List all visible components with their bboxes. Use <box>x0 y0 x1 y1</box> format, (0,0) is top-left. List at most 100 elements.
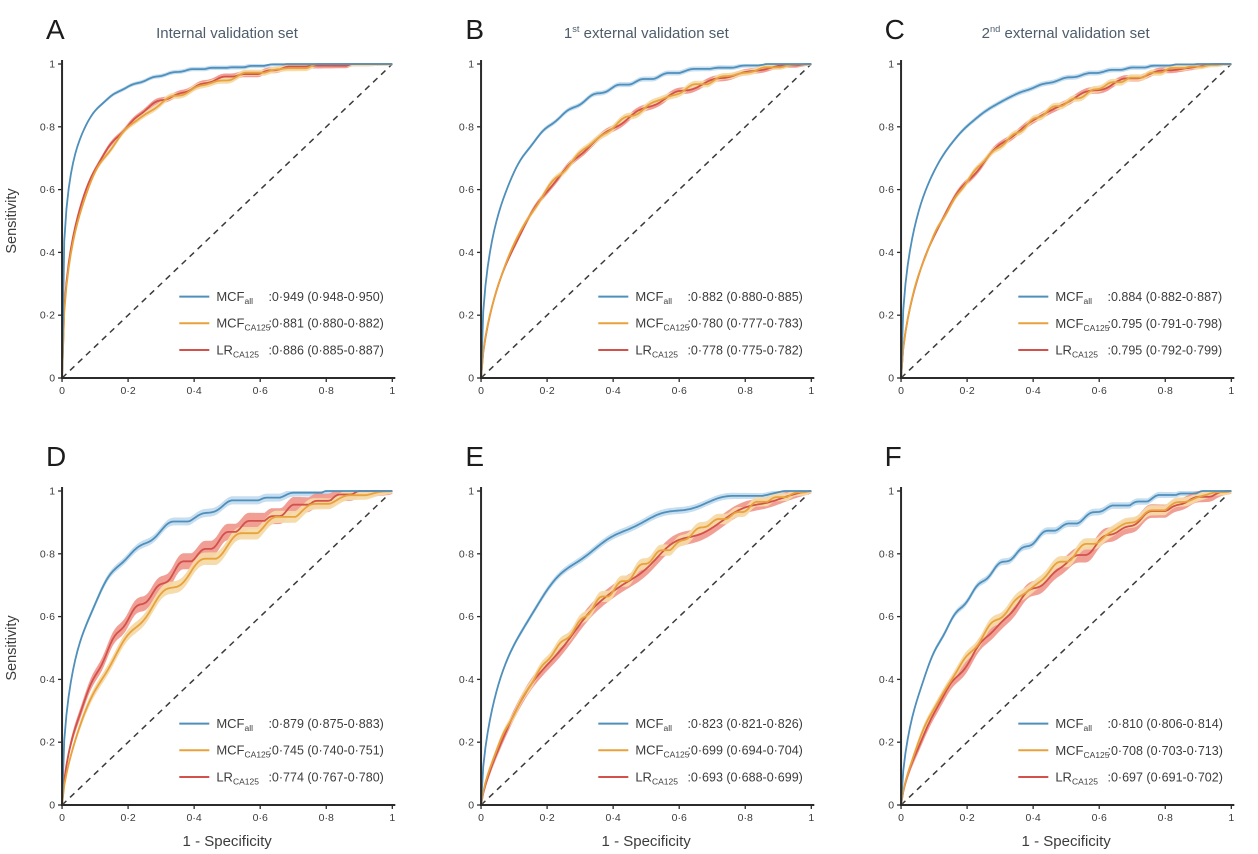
x-tick-label: 0·4 <box>606 812 621 824</box>
x-axis-label: 1 - Specificity <box>1021 833 1111 850</box>
x-tick-label: 0 <box>478 812 484 824</box>
y-tick-label: 1 <box>888 59 894 71</box>
roc-curve-lr-ca125 <box>480 490 812 806</box>
y-tick-label: 0·8 <box>879 548 894 560</box>
y-tick-label: 0·4 <box>459 247 474 259</box>
x-tick-label: 1 <box>809 812 815 824</box>
roc-curve-mcf-all <box>61 63 393 379</box>
legend-value-lr-ca125: :0·778 (0·775-0·782) <box>688 343 803 357</box>
x-tick-label: 0·6 <box>253 812 268 824</box>
x-tick-label: 0·2 <box>121 812 136 824</box>
roc-plot: 00 0·2 0·2 0·4 0·4 0·6 0·6 0·8 0·8 1 1 1 - Specific… <box>459 486 815 850</box>
y-tick-label: 0·6 <box>879 611 894 623</box>
axes: 00 0·2 0·2 0·4 0·4 0·6 0·6 0·8 0·8 1 1 <box>459 486 815 824</box>
roc-plot: 00 0·2 0·2 0·4 0·4 0·6 0·6 0·8 0·8 1 1 MCFall:0·882… <box>459 59 815 397</box>
y-tick-label: 0·6 <box>459 184 474 196</box>
legend-label-mcf-all: MCFall <box>1055 289 1092 306</box>
legend-value-mcf-all: :0·823 (0·821-0·826) <box>688 717 803 731</box>
roc-curve-mcf-ca125 <box>899 63 1231 379</box>
legend-value-mcf-all: :0·810 (0·806-0·814) <box>1107 717 1222 731</box>
y-tick-label: 0·8 <box>459 548 474 560</box>
legend-label-mcf-all: MCFall <box>636 289 673 306</box>
x-tick-label: 0·6 <box>672 812 687 824</box>
legend-value-mcf-ca125: :0·780 (0·777-0·783) <box>688 317 803 331</box>
y-tick-label: 0 <box>49 800 55 812</box>
y-tick-label: 1 <box>888 486 894 498</box>
x-tick-label: 0 <box>478 385 484 397</box>
y-tick-label: 0 <box>49 373 55 385</box>
legend-value-mcf-ca125: :0.795 (0·791-0·798) <box>1107 317 1222 331</box>
legend-value-mcf-ca125: :0·699 (0·694-0·704) <box>688 744 803 758</box>
legend-value-mcf-ca125: :0·745 (0·740-0·751) <box>268 744 383 758</box>
axes: 00 0·2 0·2 0·4 0·4 0·6 0·6 0·8 0·8 1 1 <box>879 486 1235 824</box>
x-tick-label: 0 <box>59 812 65 824</box>
roc-plot: 00 0·2 0·2 0·4 0·4 0·6 0·6 0·8 0·8 1 1 1 - Specific… <box>879 486 1235 850</box>
roc-curve-mcf-all <box>480 490 812 806</box>
legend-value-mcf-all: :0·882 (0·880-0·885) <box>688 290 803 304</box>
legend: MCFall:0.884 (0·882-0·887)MCFCA125:0.795… <box>1017 289 1222 359</box>
x-tick-label: 1 <box>1228 385 1234 397</box>
roc-curve-mcf-all <box>480 63 812 379</box>
legend-value-mcf-ca125: :0·881 (0·880-0·882) <box>268 317 383 331</box>
diagonal-reference-line <box>61 490 393 806</box>
y-tick-label: 0·4 <box>459 674 474 686</box>
roc-curve-mcf-all <box>899 63 1231 379</box>
x-tick-label: 1 <box>389 385 395 397</box>
y-tick-label: 0·2 <box>40 737 55 749</box>
legend-label-mcf-ca125: MCFCA125 <box>1055 743 1109 760</box>
x-tick-label: 0·2 <box>540 385 555 397</box>
x-tick-label: 0·6 <box>253 385 268 397</box>
x-tick-label: 0·2 <box>959 812 974 824</box>
x-tick-label: 0·2 <box>540 812 555 824</box>
roc-curve-lr-ca125 <box>61 490 393 806</box>
legend-label-mcf-ca125: MCFCA125 <box>636 743 690 760</box>
x-tick-label: 0·4 <box>1025 812 1040 824</box>
x-tick-label: 0·8 <box>1157 812 1172 824</box>
y-tick-label: 1 <box>49 486 55 498</box>
y-tick-label: 0·2 <box>459 310 474 322</box>
y-tick-label: 0·4 <box>879 247 894 259</box>
diagonal-reference-line <box>900 63 1232 379</box>
panel-b: B 1st external validation set 0 0 0·2 0·2 0·… <box>419 0 838 427</box>
x-tick-label: 0 <box>898 385 904 397</box>
y-tick-label: 0 <box>888 800 894 812</box>
legend-value-mcf-ca125: :0·708 (0·703-0·713) <box>1107 744 1222 758</box>
x-tick-label: 0·8 <box>1157 385 1172 397</box>
y-tick-label: 0 <box>469 800 475 812</box>
x-tick-label: 0 <box>59 385 65 397</box>
y-tick-label: 0·8 <box>40 121 55 133</box>
y-tick-label: 0·6 <box>40 611 55 623</box>
x-tick-label: 0 <box>898 812 904 824</box>
y-tick-label: 0·2 <box>459 737 474 749</box>
x-tick-label: 0·4 <box>187 812 202 824</box>
legend-label-mcf-ca125: MCFCA125 <box>1055 316 1109 333</box>
axes: 00 0·2 0·2 0·4 0·4 0·6 0·6 0·8 0·8 1 1 <box>40 486 396 824</box>
legend: MCFall :0·882 (0·880-0·885) MCFCA125:0·780… <box>598 289 803 359</box>
x-axis-label: 1 - Specificity <box>183 833 273 850</box>
y-axis-label: Sensitivity <box>4 188 20 254</box>
legend-value-mcf-all: :0·949 (0·948-0·950) <box>268 290 383 304</box>
legend-label-mcf-all: MCFall <box>636 716 673 733</box>
y-tick-label: 1 <box>49 59 55 71</box>
panel-c: C 2nd external validation set 0 0 0·2 0·2 0·… <box>839 0 1258 427</box>
roc-curve-mcf-ca125 <box>480 63 812 379</box>
x-axis-label: 1 - Specificity <box>602 833 692 850</box>
panel-f: F 0 0 0·2 0·2 0·4 0·4 0·6 0·6 0·8 0·8 1 1 1 - Specif… <box>839 427 1258 854</box>
y-tick-label: 0·8 <box>40 548 55 560</box>
axes: 00 0·2 0·2 0·4 0·4 0·6 0·6 0·8 0·8 1 1 <box>459 59 815 397</box>
legend-value-lr-ca125: :0·697 (0·691-0·702) <box>1107 770 1222 784</box>
panel-d: D 0 0 0·2 0·2 0·4 0·4 0·6 0·6 0·8 0·8 1 1 Sensitivit… <box>0 427 419 854</box>
y-tick-label: 0·6 <box>459 611 474 623</box>
legend: MCFall :0·823 (0·821-0·826) MCFCA125:0·699… <box>598 716 803 786</box>
y-tick-label: 0·4 <box>40 674 55 686</box>
legend-label-mcf-ca125: MCFCA125 <box>216 743 270 760</box>
roc-plot: 00 0·2 0·2 0·4 0·4 0·6 0·6 0·8 0·8 1 1 Sensitivity M… <box>4 59 395 397</box>
x-tick-label: 0·2 <box>121 385 136 397</box>
legend-label-mcf-ca125: MCFCA125 <box>636 316 690 333</box>
roc-curve-mcf-ca125 <box>480 490 812 806</box>
roc-curve-lr-ca125 <box>61 63 393 379</box>
y-tick-label: 0·8 <box>459 121 474 133</box>
roc-curve-lr-ca125 <box>899 490 1231 806</box>
diagonal-reference-line <box>480 63 813 379</box>
